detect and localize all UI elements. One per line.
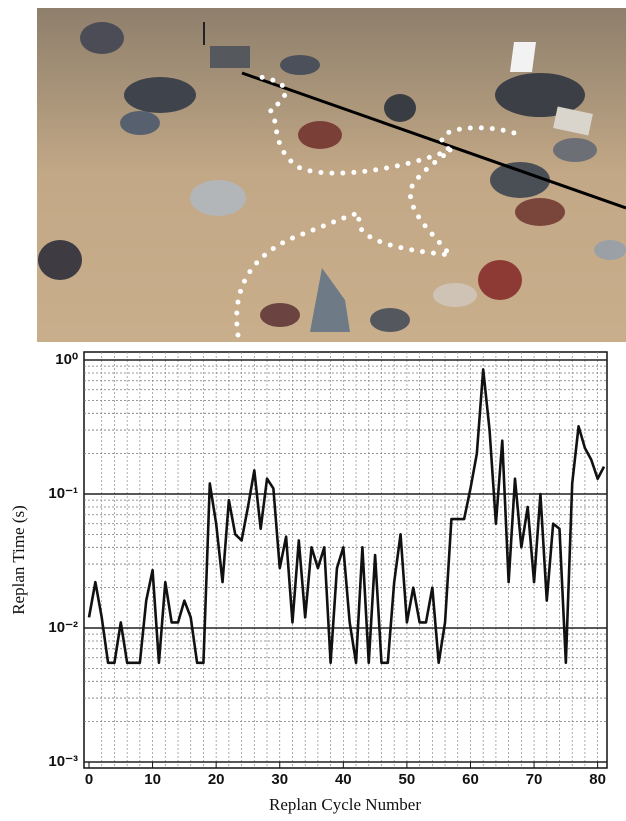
y-tick-label: 10⁻³	[48, 753, 78, 770]
x-tick-label: 30	[271, 771, 288, 788]
photo	[37, 8, 626, 342]
chart: Replan Cycle Number Replan Time (s) 10⁻³…	[9, 351, 607, 814]
x-tick-label: 20	[208, 771, 225, 788]
x-tick-label: 0	[85, 771, 93, 788]
y-tick-label: 10⁻¹	[48, 485, 78, 502]
y-tick-label: 10⁻²	[48, 619, 78, 636]
y-tick-label: 10⁰	[55, 351, 78, 368]
y-axis-label: Replan Time (s)	[9, 505, 28, 615]
x-tick-label: 70	[526, 771, 543, 788]
x-axis-label: Replan Cycle Number	[269, 795, 421, 814]
x-tick-label: 80	[589, 771, 606, 788]
data-line	[87, 368, 606, 665]
x-tick-label: 60	[462, 771, 479, 788]
x-tick-label: 10	[144, 771, 161, 788]
x-tick-label: 50	[399, 771, 416, 788]
x-tick-label: 40	[335, 771, 352, 788]
